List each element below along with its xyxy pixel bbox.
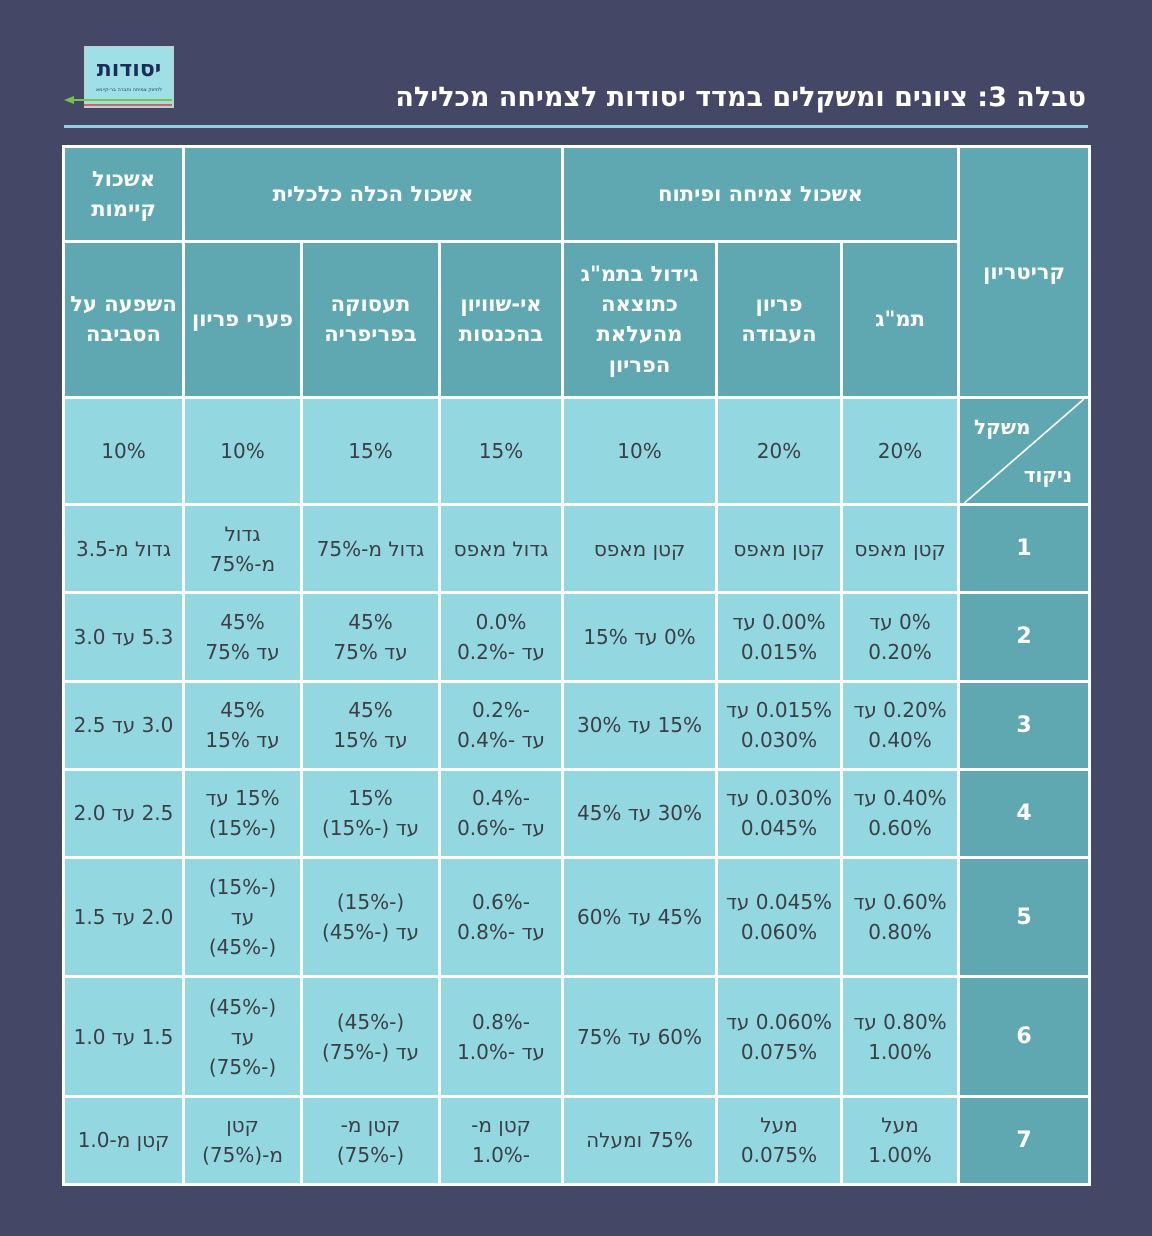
cell-gdp-growth-productivity: 0% עד 15% <box>560 591 719 683</box>
cell-income-inequality: -0.8% עד -1.0% <box>438 975 564 1098</box>
cell-environment-impact: 2.0 עד 1.5 <box>62 856 185 979</box>
cell-labor-productivity: קטן מאפס <box>715 503 844 595</box>
cell-income-inequality: קטן מ- -1.0% <box>438 1094 564 1187</box>
cell-periphery-employment: 45% עד 15% <box>300 679 441 771</box>
table-row: 4 0.40% עד 0.60% 0.030% עד 0.045% 30% עד 45% -… <box>62 767 1092 860</box>
cell-labor-productivity: 0.045% עד 0.060% <box>715 856 844 979</box>
cell-labor-productivity: 0.030% עד 0.045% <box>715 767 844 860</box>
weight-labor-productivity: 20% <box>715 395 844 507</box>
col-income-inequality-header: אי-שוויון בהכנסות <box>438 240 564 399</box>
score-cell: 4 <box>957 767 1092 860</box>
cell-environment-impact: קטן מ-1.0 <box>62 1094 185 1187</box>
page-title: טבלה 3: ציונים ומשקלים במדד יסודות לצמיח… <box>395 82 1086 113</box>
cell-gdp: 0% עד 0.20% <box>840 591 961 683</box>
col-gdp-header: תמ"ג <box>840 240 961 399</box>
score-cell: 3 <box>957 679 1092 771</box>
cell-productivity-gaps: קטן מ-(75%) <box>182 1094 303 1187</box>
cluster-growth-header: אשכול צמיחה ופיתוח <box>560 144 961 244</box>
weight-periphery-employment: 15% <box>300 395 441 507</box>
cell-environment-impact: 2.5 עד 2.0 <box>62 767 185 860</box>
table-row: 2 0% עד 0.20% 0.00% עד 0.015% 0% עד 15% 0.0% עד… <box>62 591 1092 683</box>
cell-productivity-gaps: 45% עד 75% <box>182 591 303 683</box>
cell-gdp-growth-productivity: 15% עד 30% <box>560 679 719 771</box>
cell-environment-impact: 1.5 עד 1.0 <box>62 975 185 1098</box>
cluster-sustainability-header: אשכול קיימות <box>62 144 185 244</box>
cell-gdp: מעל 1.00% <box>840 1094 961 1187</box>
col-gdp-growth-productivity-header: גידול בתמ"ג כתוצאה מהעלאת הפריון <box>560 240 719 399</box>
score-rows: 1 קטן מאפס קטן מאפס קטן מאפס גדול מאפס גדול מ… <box>62 503 1092 1187</box>
cell-environment-impact: 5.3 עד 3.0 <box>62 591 185 683</box>
col-periphery-employment-header: תעסוקה בפריפריה <box>300 240 441 399</box>
cell-gdp-growth-productivity: 75% ומעלה <box>560 1094 719 1187</box>
col-productivity-gaps-header: פערי פריון <box>182 240 303 399</box>
cell-gdp: 0.80% עד 1.00% <box>840 975 961 1098</box>
title-divider <box>64 125 1088 128</box>
cell-labor-productivity: 0.060% עד 0.075% <box>715 975 844 1098</box>
cell-gdp-growth-productivity: קטן מאפס <box>560 503 719 595</box>
cell-periphery-employment: קטן מ- (-75%) <box>300 1094 441 1187</box>
weights-row: משקל ניקוד 20% 20% 10% 15% 15% 10% 10% <box>62 395 1092 507</box>
logo-tagline: לחיזוק צמיחה וחברה בר-קיימא <box>95 87 163 93</box>
scores-weights-table: קריטריון אשכול צמיחה ופיתוח אשכול הכלה כ… <box>62 144 1092 1187</box>
weight-income-inequality: 15% <box>438 395 564 507</box>
score-label: ניקוד <box>1023 463 1073 488</box>
cell-environment-impact: 3.0 עד 2.5 <box>62 679 185 771</box>
cell-environment-impact: גדול מ-3.5 <box>62 503 185 595</box>
cell-gdp: קטן מאפס <box>840 503 961 595</box>
table-row: 6 0.80% עד 1.00% 0.060% עד 0.075% 60% עד 75% -… <box>62 975 1092 1098</box>
diagonal-divider <box>964 398 1085 504</box>
weight-environment-impact: 10% <box>62 395 185 507</box>
cell-labor-productivity: 0.00% עד 0.015% <box>715 591 844 683</box>
logo: יסודות לחיזוק צמיחה וחברה בר-קיימא <box>64 46 174 110</box>
cell-income-inequality: -0.2% עד -0.4% <box>438 679 564 771</box>
col-labor-productivity-header: פריון העבודה <box>715 240 844 399</box>
cell-periphery-employment: (-45%) עד (-75%) <box>300 975 441 1098</box>
logo-arrow-icon <box>64 96 172 106</box>
cell-labor-productivity: מעל 0.075% <box>715 1094 844 1187</box>
cell-gdp-growth-productivity: 60% עד 75% <box>560 975 719 1098</box>
score-cell: 1 <box>957 503 1092 595</box>
weight-productivity-gaps: 10% <box>182 395 303 507</box>
table-row: 3 0.20% עד 0.40% 0.015% עד 0.030% 15% עד 30% -… <box>62 679 1092 771</box>
cluster-inclusion-header: אשכול הכלה כלכלית <box>182 144 564 244</box>
table-row: 5 0.60% עד 0.80% 0.045% עד 0.060% 45% עד 60% -… <box>62 856 1092 979</box>
score-cell: 5 <box>957 856 1092 979</box>
cell-gdp-growth-productivity: 30% עד 45% <box>560 767 719 860</box>
logo-box: יסודות לחיזוק צמיחה וחברה בר-קיימא <box>84 46 174 108</box>
cell-income-inequality: -0.4% עד -0.6% <box>438 767 564 860</box>
cell-labor-productivity: 0.015% עד 0.030% <box>715 679 844 771</box>
cell-gdp-growth-productivity: 45% עד 60% <box>560 856 719 979</box>
weight-gdp: 20% <box>840 395 961 507</box>
table-row: 7 מעל 1.00% מעל 0.075% 75% ומעלה קטן מ- -1.0% קט… <box>62 1094 1092 1187</box>
cell-gdp: 0.40% עד 0.60% <box>840 767 961 860</box>
cell-income-inequality: -0.6% עד -0.8% <box>438 856 564 979</box>
col-environment-impact-header: השפעה על הסביבה <box>62 240 185 399</box>
cell-income-inequality: 0.0% עד -0.2% <box>438 591 564 683</box>
cell-periphery-employment: 15% עד (-15%) <box>300 767 441 860</box>
cell-productivity-gaps: גדול מ-75% <box>182 503 303 595</box>
score-cell: 2 <box>957 591 1092 683</box>
column-header-row: תמ"ג פריון העבודה גידול בתמ"ג כתוצאה מהע… <box>62 240 1090 399</box>
cluster-header-row: קריטריון אשכול צמיחה ופיתוח אשכול הכלה כ… <box>62 144 1092 399</box>
cell-income-inequality: גדול מאפס <box>438 503 564 595</box>
score-cell: 6 <box>957 975 1092 1098</box>
logo-name: יסודות <box>96 57 162 82</box>
table-row: 1 קטן מאפס קטן מאפס קטן מאפס גדול מאפס גדול מ… <box>62 503 1092 595</box>
cell-periphery-employment: גדול מ-75% <box>300 503 441 595</box>
weight-label: משקל <box>974 414 1031 439</box>
cell-gdp: 0.20% עד 0.40% <box>840 679 961 771</box>
cell-gdp: 0.60% עד 0.80% <box>840 856 961 979</box>
weight-gdp-growth-productivity: 10% <box>560 395 719 507</box>
cell-periphery-employment: (-15%) עד (-45%) <box>300 856 441 979</box>
cell-productivity-gaps: (-15%) עד (-45%) <box>182 856 303 979</box>
cell-productivity-gaps: (-45%) עד (-75%) <box>182 975 303 1098</box>
cell-periphery-employment: 45% עד 75% <box>300 591 441 683</box>
cell-productivity-gaps: 15% עד (-15%) <box>182 767 303 860</box>
score-cell: 7 <box>957 1094 1092 1187</box>
weight-score-corner-cell: משקל ניקוד <box>957 395 1092 507</box>
criterion-header: קריטריון <box>957 145 1092 399</box>
cell-productivity-gaps: 45% עד 15% <box>182 679 303 771</box>
